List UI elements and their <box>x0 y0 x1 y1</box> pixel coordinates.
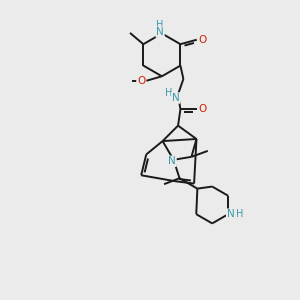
Text: H: H <box>156 20 164 30</box>
Text: N: N <box>227 209 234 219</box>
Text: O: O <box>198 104 206 114</box>
Text: N: N <box>156 27 164 37</box>
Text: N: N <box>172 93 179 103</box>
Text: O: O <box>137 76 145 86</box>
Text: H: H <box>165 88 172 98</box>
Text: H: H <box>236 209 243 219</box>
Text: O: O <box>198 35 206 45</box>
Text: N: N <box>168 156 176 166</box>
